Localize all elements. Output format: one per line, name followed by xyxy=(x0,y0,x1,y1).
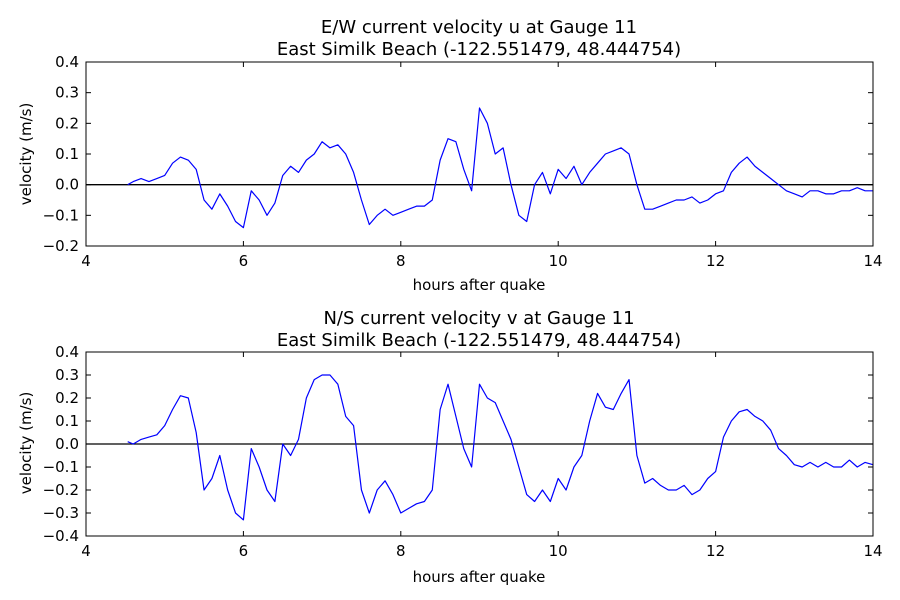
x-tick-label: 10 xyxy=(549,252,568,270)
plot-title-line-2: East Similk Beach (-122.551479, 48.44475… xyxy=(277,39,681,60)
y-tick-label: −0.4 xyxy=(43,527,79,545)
series-line-u xyxy=(127,107,873,229)
plot-title-line-2: East Similk Beach (-122.551479, 48.44475… xyxy=(277,330,681,351)
y-tick-label: −0.2 xyxy=(43,237,79,255)
y-tick-label: 0.3 xyxy=(55,366,79,384)
y-tick-label: 0.1 xyxy=(55,145,79,163)
subplot-v: N/S current velocity v at Gauge 11 East … xyxy=(17,308,883,586)
y-tick-label: −0.1 xyxy=(43,206,79,224)
y-tick-label: −0.1 xyxy=(43,458,79,476)
y-axis-label: velocity (m/s) xyxy=(17,392,35,495)
y-tick-label: 0.3 xyxy=(55,84,79,102)
y-tick-label: 0.1 xyxy=(55,412,79,430)
x-tick-label: 8 xyxy=(396,252,406,270)
plot-title-line-1: E/W current velocity u at Gauge 11 xyxy=(321,17,637,38)
plot-area-frame xyxy=(85,351,874,537)
x-tick-label: 6 xyxy=(239,252,249,270)
x-axis-label: hours after quake xyxy=(413,568,546,586)
x-tick-label: 12 xyxy=(706,542,725,560)
y-tick-label: 0.0 xyxy=(55,435,79,453)
x-tick-label: 10 xyxy=(549,542,568,560)
y-tick-label: −0.3 xyxy=(43,504,79,522)
y-tick-label: −0.2 xyxy=(43,481,79,499)
x-tick-label: 14 xyxy=(863,252,882,270)
series-line-v xyxy=(127,374,874,521)
x-axis-label: hours after quake xyxy=(413,276,546,294)
y-tick-label: 0.2 xyxy=(55,114,79,132)
x-tick-label: 12 xyxy=(706,252,725,270)
y-axis-label: velocity (m/s) xyxy=(17,103,35,206)
axis-ticks: 4 6 8 10 12 14 −0.4 −0.3 −0.2 −0.1 0.0 0.1 0.2 0.3 0.4 xyxy=(43,343,883,560)
x-tick-label: 8 xyxy=(396,542,406,560)
x-tick-label: 4 xyxy=(81,252,91,270)
y-tick-label: 0.0 xyxy=(55,176,79,194)
subplot-u: E/W current velocity u at Gauge 11 East … xyxy=(17,17,883,294)
x-tick-label: 6 xyxy=(239,542,249,560)
plot-area-frame xyxy=(85,61,874,247)
y-tick-label: 0.4 xyxy=(55,53,79,71)
y-tick-label: 0.2 xyxy=(55,389,79,407)
x-tick-label: 4 xyxy=(81,542,91,560)
y-tick-label: 0.4 xyxy=(55,343,79,361)
x-tick-label: 14 xyxy=(863,542,882,560)
plot-title-line-1: N/S current velocity v at Gauge 11 xyxy=(323,308,634,329)
